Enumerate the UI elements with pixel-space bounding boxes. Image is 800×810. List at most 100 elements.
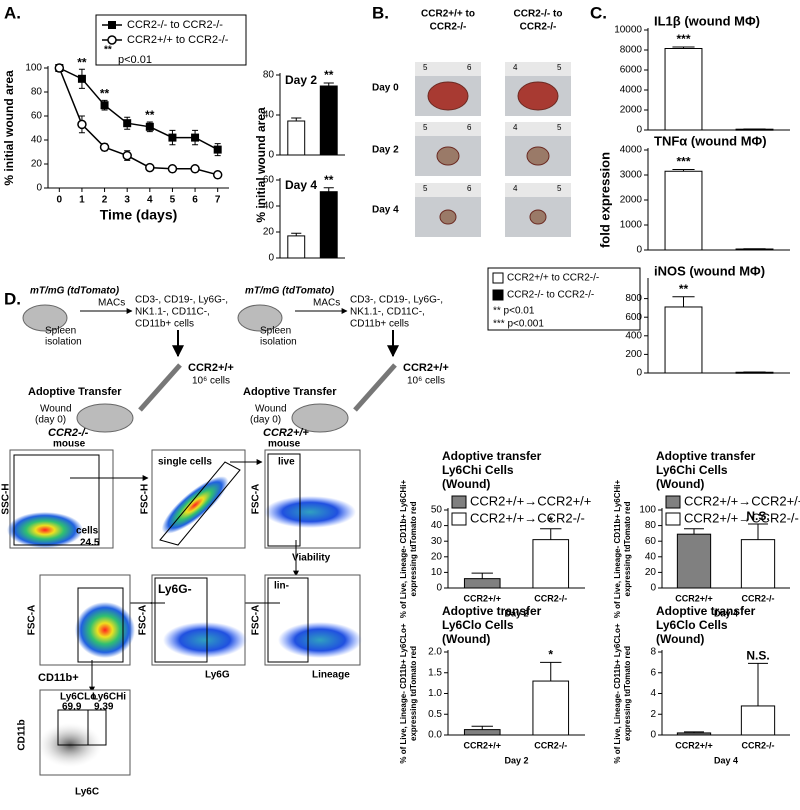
bar xyxy=(664,48,703,131)
x-tick-label: CCR2-/- xyxy=(742,593,775,603)
gate-value: 9.39 xyxy=(94,702,114,713)
mouse xyxy=(22,304,68,332)
x-axis-label: Day 2 xyxy=(504,755,528,765)
y-tick-label: 3000 xyxy=(620,170,643,181)
marker xyxy=(168,133,177,142)
bar xyxy=(287,120,306,156)
y-tick-label: 8000 xyxy=(620,45,643,56)
scheme-text: mouse xyxy=(268,439,301,450)
panel-b: CCR2+/+ to CCR2-/- CCR2-/- to CCR2-/- Da… xyxy=(372,9,641,331)
marker xyxy=(77,119,87,130)
axis-label: Ly6C xyxy=(75,787,99,798)
x-tick-label: CCR2-/- xyxy=(534,593,567,603)
bar xyxy=(319,191,338,259)
legend-swatch xyxy=(451,495,467,509)
marker xyxy=(191,133,200,142)
y-axis-label: fold expression xyxy=(597,152,612,248)
y-axis-label: expressing tdTomato red xyxy=(623,501,632,596)
scheme-text: CD11b+ cells xyxy=(350,319,409,330)
y-tick-label: 0 xyxy=(650,730,656,741)
chart-title: Ly6Chi Cells xyxy=(442,463,514,477)
annotation: * xyxy=(548,648,553,662)
chart-title: TNFα (wound MΦ) xyxy=(654,133,767,148)
legend-swatch xyxy=(492,289,504,301)
y-tick-label: 0 xyxy=(268,253,274,264)
annotation: ** xyxy=(145,108,155,122)
y-tick-label: 20 xyxy=(263,227,275,238)
legend-marker xyxy=(108,21,116,29)
y-tick-label: 100 xyxy=(639,505,656,516)
annotation: ** xyxy=(324,173,334,187)
legend-label: CCR2+/+→CCR2-/- xyxy=(684,510,799,525)
column-header: CCR2+/+ to xyxy=(421,9,475,20)
y-axis-label: expressing tdTomato red xyxy=(623,646,632,741)
marker xyxy=(77,74,86,83)
x-tick-label: 4 xyxy=(147,195,153,206)
y-tick-label: 60 xyxy=(263,175,275,186)
legend-label: CCR2-/- to CCR2-/- xyxy=(507,290,594,301)
ruler-label: 6 xyxy=(467,123,472,132)
axis-label: FSC-A xyxy=(251,605,262,636)
bar xyxy=(740,539,776,589)
syringe xyxy=(138,363,182,412)
row-label: Day 2 xyxy=(372,145,399,156)
scheme-text: MACs xyxy=(313,298,340,309)
flow-density xyxy=(161,476,229,534)
ruler xyxy=(505,62,571,76)
scheme-text: Spleen xyxy=(45,326,76,337)
wound xyxy=(436,146,460,166)
legend-swatch xyxy=(665,495,681,509)
gate-label: Ly6CLo xyxy=(60,692,96,703)
gate-label: lin- xyxy=(274,581,289,592)
marker xyxy=(167,164,178,174)
marker xyxy=(122,150,132,161)
flow-density xyxy=(278,622,362,658)
gate-label: Ly6G- xyxy=(158,582,192,596)
gate xyxy=(154,577,208,663)
ruler xyxy=(415,122,481,136)
bar xyxy=(676,732,712,736)
wound xyxy=(517,81,559,111)
note: p<0.01 xyxy=(118,54,152,66)
gate-label: single cells xyxy=(158,457,212,468)
chart-title: Ly6Clo Cells xyxy=(442,618,514,632)
legend-swatch xyxy=(492,272,504,284)
error-bar xyxy=(471,725,493,730)
scheme-text: Wound xyxy=(40,404,72,415)
panel-labels: A. B. C. D. xyxy=(4,3,607,308)
ruler xyxy=(415,183,481,197)
flow-density xyxy=(75,602,135,658)
y-tick-label: 100 xyxy=(25,63,42,74)
panel-label: D. xyxy=(4,289,21,308)
y-tick-label: 20 xyxy=(645,567,657,578)
x-tick-label: CCR2-/- xyxy=(742,740,775,750)
mouse xyxy=(291,403,349,433)
bar xyxy=(532,539,570,589)
panel-label: C. xyxy=(590,3,607,22)
scheme-text: NK1.1-, CD11C-, xyxy=(350,307,425,318)
y-tick-label: 80 xyxy=(31,87,43,98)
y-tick-label: 10000 xyxy=(614,25,642,36)
annotation: ** xyxy=(77,55,87,69)
marker xyxy=(213,145,222,154)
bar xyxy=(735,128,774,131)
row-label: Day 0 xyxy=(372,83,399,94)
scheme-title: mT/mG (tdTomato) xyxy=(245,286,335,297)
gate xyxy=(87,709,107,746)
error-bar xyxy=(323,187,334,192)
scheme-text: Adoptive Transfer xyxy=(243,386,337,398)
chart-title: Ly6Chi Cells xyxy=(656,463,728,477)
bar xyxy=(735,248,774,251)
y-tick-label: 60 xyxy=(645,536,657,547)
axis-label: FSC-H xyxy=(140,484,151,515)
ruler xyxy=(505,183,571,197)
marker xyxy=(123,119,132,128)
axis-label: FSC-A xyxy=(27,605,38,636)
y-tick-label: 400 xyxy=(625,330,642,341)
y-tick-label: 0 xyxy=(650,583,656,594)
marker xyxy=(145,162,155,173)
error-bar xyxy=(748,523,768,540)
scheme-text: 10⁶ cells xyxy=(192,376,230,387)
